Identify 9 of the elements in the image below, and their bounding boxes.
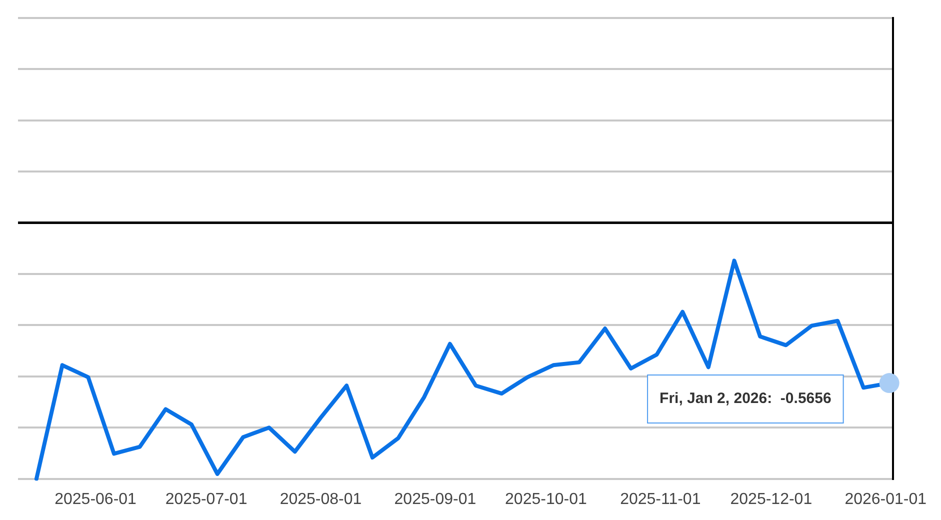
x-tick-label: 2025-06-01: [54, 490, 137, 508]
x-tick-label: 2026-01-01: [844, 490, 927, 508]
x-tick-label: 2025-12-01: [730, 490, 812, 508]
x-tick-label: 2025-11-01: [620, 490, 701, 508]
annotation: Fri, Jan 2, 2026: -0.5656: [660, 390, 832, 408]
x-tick-label: 2025-10-01: [505, 490, 587, 508]
x-tick-label: 2025-09-01: [394, 490, 476, 508]
x-tick-label: 2025-07-01: [165, 490, 248, 508]
x-tick-label: 2025-08-01: [280, 490, 362, 508]
